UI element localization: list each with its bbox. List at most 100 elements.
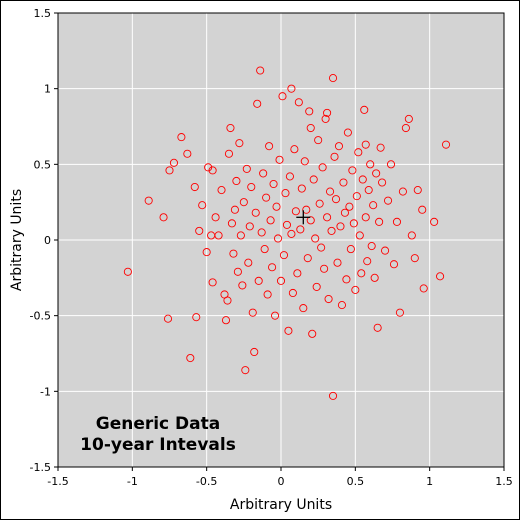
data-point: [268, 263, 277, 272]
data-point: [305, 107, 314, 116]
data-point: [314, 136, 323, 145]
x-tick-label: -1.5: [47, 475, 68, 488]
data-point: [290, 145, 299, 154]
data-point: [340, 208, 349, 217]
data-point: [177, 133, 186, 142]
data-point: [345, 202, 354, 211]
y-tick-label: -0.5: [30, 310, 51, 323]
data-point: [259, 169, 268, 178]
data-point: [263, 290, 272, 299]
data-point: [242, 164, 251, 173]
data-point: [321, 114, 330, 123]
data-point: [202, 248, 211, 257]
data-point: [223, 296, 232, 305]
data-point: [236, 231, 245, 240]
data-point: [339, 178, 348, 187]
data-point: [235, 139, 244, 148]
data-point: [386, 160, 396, 169]
data-point: [262, 193, 271, 202]
data-point: [214, 231, 223, 240]
data-point: [123, 267, 132, 276]
data-point: [226, 123, 235, 133]
y-axis-label: Arbitrary Units: [9, 189, 25, 291]
y-tick-label: -1.5: [30, 461, 51, 474]
data-point: [169, 158, 179, 167]
data-point: [404, 114, 413, 123]
data-point: [373, 323, 382, 332]
data-point: [418, 205, 427, 214]
data-point: [395, 308, 404, 317]
data-point: [311, 234, 320, 243]
annotation-line-1: Generic Data: [96, 414, 221, 434]
data-point: [291, 207, 300, 216]
y-tick-label: 1.5: [34, 7, 52, 20]
data-point: [241, 366, 250, 375]
data-point: [375, 217, 384, 226]
data-point: [306, 123, 315, 133]
data-point: [363, 257, 372, 266]
data-point: [233, 267, 242, 276]
data-point: [294, 98, 303, 107]
data-point: [381, 246, 390, 255]
data-point: [334, 142, 344, 151]
data-point: [398, 187, 407, 196]
data-point: [211, 213, 220, 222]
data-point: [165, 166, 174, 175]
data-point: [419, 284, 428, 293]
y-tick-label: 1: [44, 83, 51, 96]
data-point: [282, 220, 291, 229]
x-axis-label: Arbitrary Units: [230, 497, 332, 513]
data-point: [183, 149, 192, 158]
data-point: [253, 99, 262, 108]
y-tick-label: 0.5: [34, 158, 52, 171]
data-point: [370, 273, 379, 282]
data-point: [358, 175, 367, 184]
data-point: [360, 105, 369, 114]
data-point: [351, 285, 360, 294]
data-point: [331, 195, 341, 204]
data-point: [361, 213, 370, 222]
data-point: [401, 123, 410, 133]
data-point: [309, 175, 318, 184]
x-tick-label: 0: [278, 475, 285, 488]
data-point: [389, 260, 399, 269]
x-tick-label: -0.5: [196, 475, 217, 488]
data-point: [324, 294, 333, 304]
data-point: [208, 166, 217, 175]
data-point: [328, 391, 338, 400]
data-point: [346, 245, 355, 254]
x-tick-label: 0.5: [347, 475, 365, 488]
data-point: [272, 202, 281, 211]
data-point: [364, 186, 373, 195]
data-point: [275, 155, 284, 164]
data-point: [230, 205, 239, 214]
data-point: [327, 226, 336, 235]
data-point: [308, 329, 317, 338]
data-point: [328, 74, 338, 83]
data-point: [248, 308, 257, 317]
data-point: [278, 92, 287, 101]
data-point: [330, 152, 339, 161]
data-point: [239, 198, 248, 207]
data-point: [315, 199, 324, 208]
data-point: [306, 216, 315, 225]
data-point: [192, 313, 201, 322]
data-point: [250, 347, 259, 357]
data-point: [299, 304, 308, 313]
data-point: [323, 108, 332, 117]
data-point: [407, 231, 416, 240]
data-point: [269, 179, 278, 189]
data-point: [144, 196, 153, 205]
data-point: [441, 140, 451, 149]
data-point: [260, 245, 269, 254]
data-point: [302, 205, 311, 214]
data-point: [293, 269, 302, 278]
data-point: [410, 254, 419, 263]
data-point: [333, 258, 342, 267]
data-point: [349, 219, 358, 228]
data-point: [186, 353, 195, 363]
x-axis-ticks: -1.5 -1 -0.5 0 0.5 1 1.5: [47, 467, 513, 488]
data-point: [287, 229, 296, 238]
data-point: [337, 301, 347, 310]
